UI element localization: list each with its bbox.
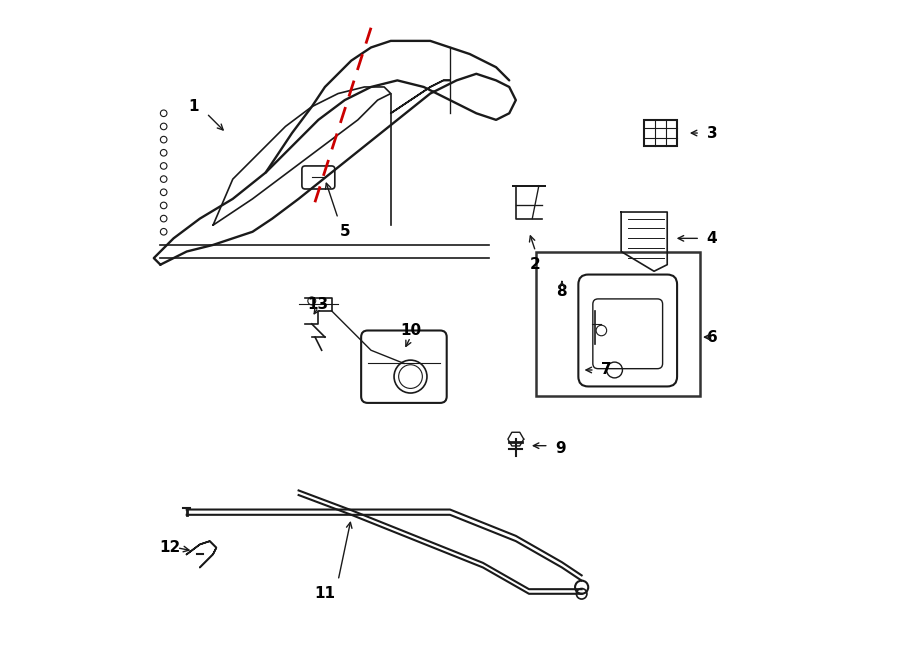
- Bar: [644, 120, 677, 146]
- Text: 4: 4: [706, 231, 717, 246]
- Text: 2: 2: [530, 257, 541, 272]
- Bar: [536, 252, 700, 397]
- Text: 12: 12: [159, 540, 180, 555]
- Text: 13: 13: [308, 297, 328, 312]
- Text: 3: 3: [706, 126, 717, 141]
- Text: 6: 6: [706, 330, 717, 344]
- Text: 1: 1: [188, 99, 199, 114]
- Text: 7: 7: [601, 362, 612, 377]
- Text: 5: 5: [339, 224, 350, 239]
- Text: 10: 10: [400, 323, 421, 338]
- Text: 11: 11: [314, 586, 336, 602]
- Text: 8: 8: [556, 284, 567, 299]
- Text: 9: 9: [555, 442, 566, 457]
